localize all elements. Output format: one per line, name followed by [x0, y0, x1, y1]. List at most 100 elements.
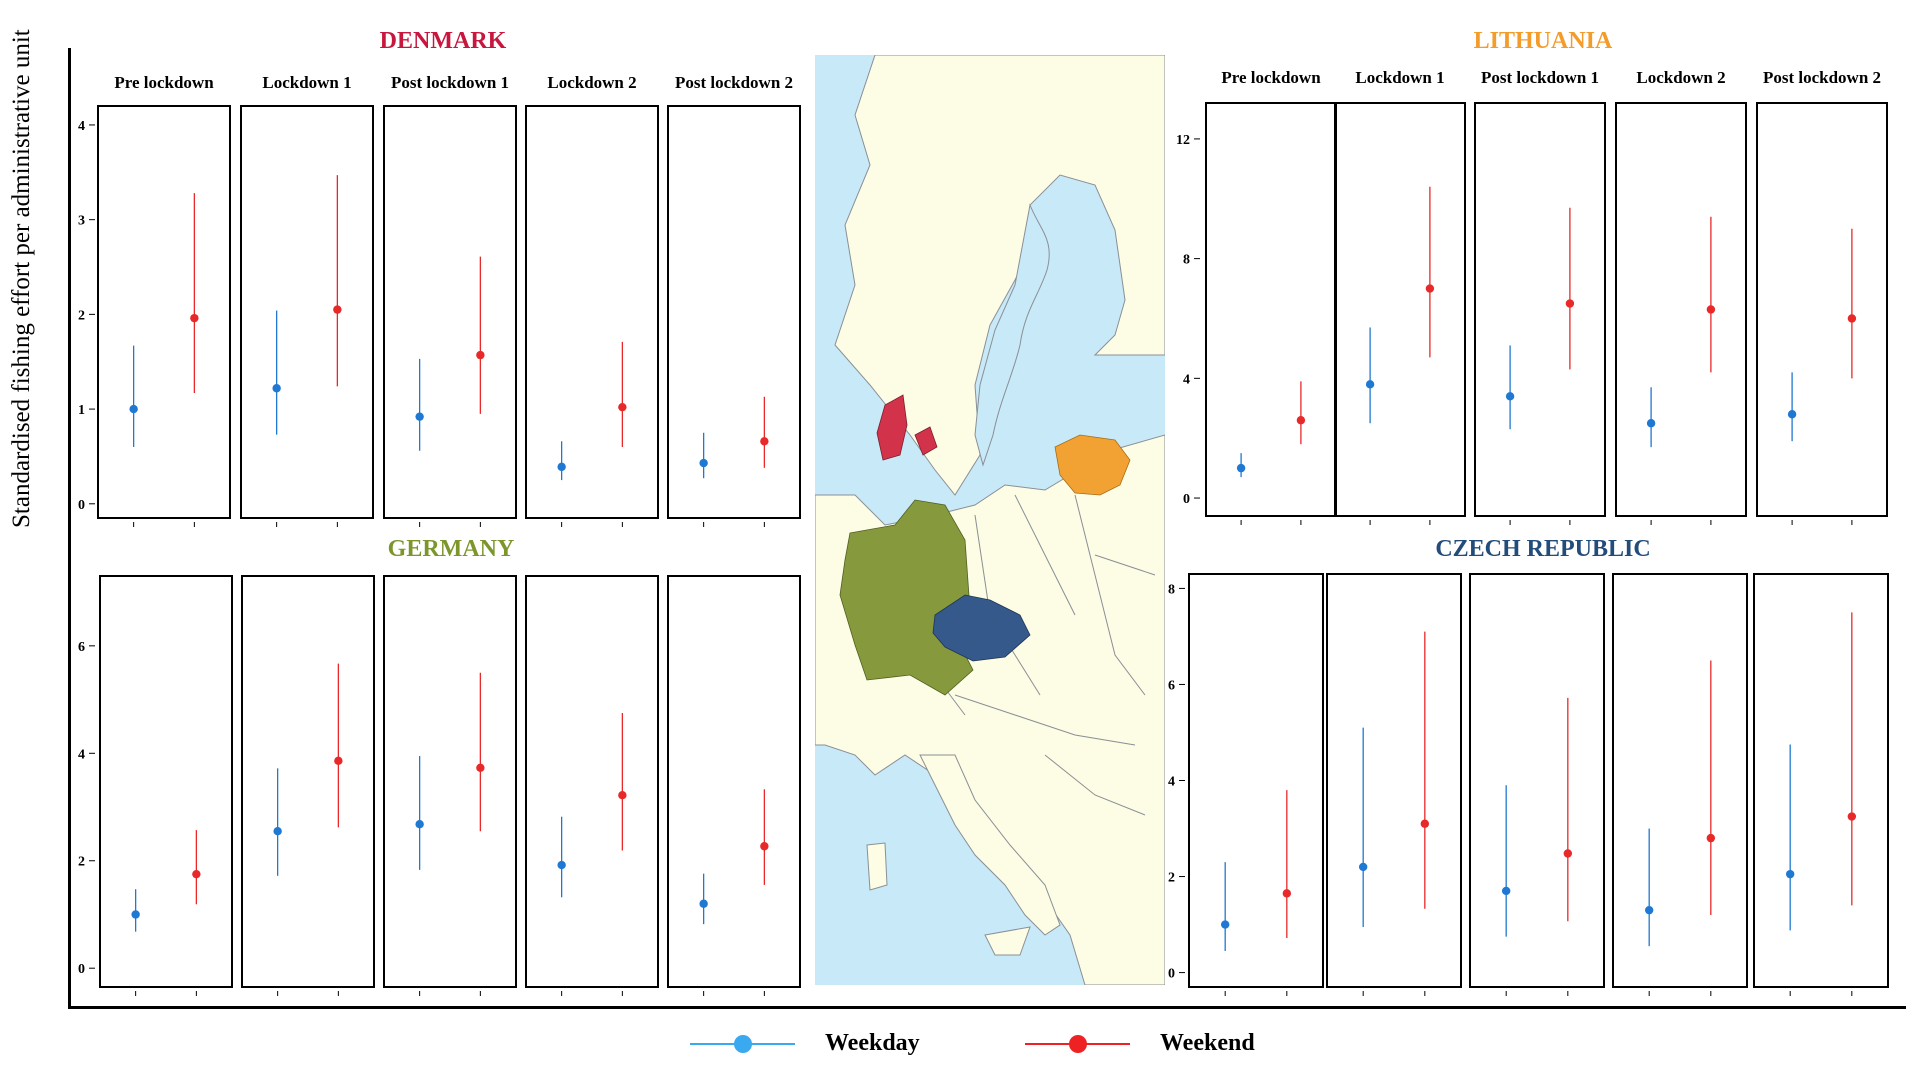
czech-ytick-label-0: 0: [1168, 967, 1175, 982]
lithuania-panel-2: [1474, 102, 1606, 517]
legend-weekend-marker: [1069, 1034, 1087, 1053]
lithuania-panel-header-1: Lockdown 1: [1355, 68, 1444, 87]
czech-republic-title: CZECH REPUBLIC: [1435, 536, 1651, 562]
czech-panel-1: [1326, 573, 1462, 988]
czech-ytick-label-1: 2: [1168, 871, 1175, 886]
germany-panel-1: [241, 575, 375, 988]
lithuania-ytick-label-1: 4: [1183, 372, 1190, 387]
legend-item-weekday: Weekday: [690, 1030, 920, 1057]
czech-ytick-label-3: 6: [1168, 678, 1175, 693]
germany-point-weekend-2: [476, 763, 485, 772]
czech-point-weekend-1: [1420, 819, 1430, 828]
legend-weekday-label: Weekday: [825, 1030, 920, 1056]
denmark-ytick-label-1: 1: [78, 403, 85, 418]
lithuania-point-weekday-3: [1646, 419, 1656, 428]
lithuania-panel-1: [1334, 102, 1466, 517]
lithuania-point-weekend-4: [1847, 314, 1857, 323]
map-sicily: [984, 926, 1031, 956]
denmark-point-weekend-0: [190, 313, 199, 323]
denmark-panel-0: [97, 105, 231, 519]
czech-point-weekday-1: [1358, 862, 1368, 872]
germany-point-weekday-1: [273, 826, 282, 836]
lithuania-panel-3: [1615, 102, 1747, 517]
lithuania-panel-header-2: Post lockdown 1: [1481, 68, 1599, 87]
germany-point-weekday-4: [699, 899, 708, 908]
legend-weekday-marker: [734, 1034, 752, 1053]
lithuania-panel-4: [1756, 102, 1888, 517]
lithuania-panel-0: [1205, 102, 1337, 517]
outer-frame-left: [68, 48, 71, 1008]
lithuania-point-weekend-2: [1565, 299, 1575, 308]
europe-map-svg: [815, 55, 1165, 985]
legend-item-weekend: Weekend: [1025, 1030, 1255, 1057]
denmark-panel-4: [667, 105, 801, 519]
denmark-ytick-label-3: 3: [78, 214, 85, 229]
czech-point-weekend-3: [1706, 833, 1716, 843]
czech-point-weekend-0: [1282, 889, 1292, 898]
denmark-panel-header-0: Pre lockdown: [114, 73, 214, 92]
germany-title: GERMANY: [387, 536, 515, 562]
denmark-point-weekday-3: [557, 462, 566, 472]
map-italy: [919, 754, 1061, 936]
legend: Weekday Weekend: [690, 1030, 1290, 1070]
legend-weekend-label: Weekend: [1160, 1030, 1255, 1056]
germany-point-weekday-2: [415, 820, 424, 829]
denmark-point-weekday-1: [272, 384, 281, 393]
lithuania-ytick-label-2: 8: [1183, 253, 1190, 268]
map-scandinavia: [834, 55, 1165, 496]
denmark-point-weekday-2: [415, 412, 424, 421]
europe-map: [815, 55, 1165, 985]
map-gulf-of-bothnia: [974, 203, 1050, 467]
germany-point-weekday-3: [557, 860, 566, 870]
denmark-ytick-label-0: 0: [78, 498, 85, 513]
czech-point-weekend-2: [1563, 849, 1573, 858]
lithuania-panel-header-4: Post lockdown 2: [1763, 68, 1881, 87]
germany-panel-2: [383, 575, 517, 988]
legend-weekday-line: [690, 1034, 795, 1053]
lithuania-panel-header-3: Lockdown 2: [1636, 68, 1725, 87]
lithuania-point-weekend-1: [1425, 284, 1435, 293]
lithuania-ytick-label-0: 0: [1183, 492, 1190, 507]
czech-panel-2: [1469, 573, 1605, 988]
denmark-point-weekend-2: [476, 350, 485, 360]
map-germany: [839, 499, 974, 696]
germany-point-weekend-0: [192, 869, 201, 879]
czech-panel-4: [1753, 573, 1889, 988]
map-lithuania: [1054, 434, 1131, 496]
map-denmark: [876, 394, 938, 461]
denmark-panel-3: [525, 105, 659, 519]
germany-ytick-label-0: 0: [78, 962, 85, 977]
denmark-point-weekday-0: [129, 404, 138, 414]
denmark-point-weekend-3: [618, 402, 627, 412]
denmark-title: DENMARK: [379, 28, 507, 54]
czech-panel-0: [1188, 573, 1324, 988]
map-czech-republic: [932, 594, 1031, 662]
lithuania-ytick-label-3: 12: [1176, 133, 1190, 148]
denmark-panel-header-2: Post lockdown 1: [391, 73, 509, 92]
germany-ytick-label-3: 6: [78, 640, 85, 655]
legend-weekend-line: [1025, 1034, 1130, 1053]
lithuania-point-weekend-3: [1706, 305, 1716, 314]
czech-point-weekday-3: [1644, 905, 1654, 915]
outer-frame-bottom: [68, 1006, 1906, 1009]
czech-point-weekday-4: [1785, 869, 1795, 879]
germany-point-weekday-0: [131, 910, 140, 919]
lithuania-panel-header-0: Pre lockdown: [1221, 68, 1321, 87]
denmark-ytick-label-4: 4: [78, 119, 85, 134]
czech-ytick-label-4: 8: [1168, 582, 1175, 597]
denmark-panel-header-4: Post lockdown 2: [675, 73, 793, 92]
denmark-panel-header-1: Lockdown 1: [262, 73, 351, 92]
denmark-ytick-label-2: 2: [78, 308, 85, 323]
germany-panel-4: [667, 575, 801, 988]
lithuania-point-weekday-2: [1505, 392, 1515, 401]
lithuania-title: LITHUANIA: [1473, 28, 1613, 54]
map-sardinia: [866, 842, 888, 891]
germany-panel-3: [525, 575, 659, 988]
czech-panel-3: [1612, 573, 1748, 988]
czech-point-weekend-4: [1847, 812, 1857, 821]
denmark-point-weekday-4: [699, 458, 708, 468]
denmark-panel-1: [240, 105, 374, 519]
denmark-panel-header-3: Lockdown 2: [547, 73, 636, 92]
lithuania-point-weekday-1: [1365, 380, 1375, 389]
